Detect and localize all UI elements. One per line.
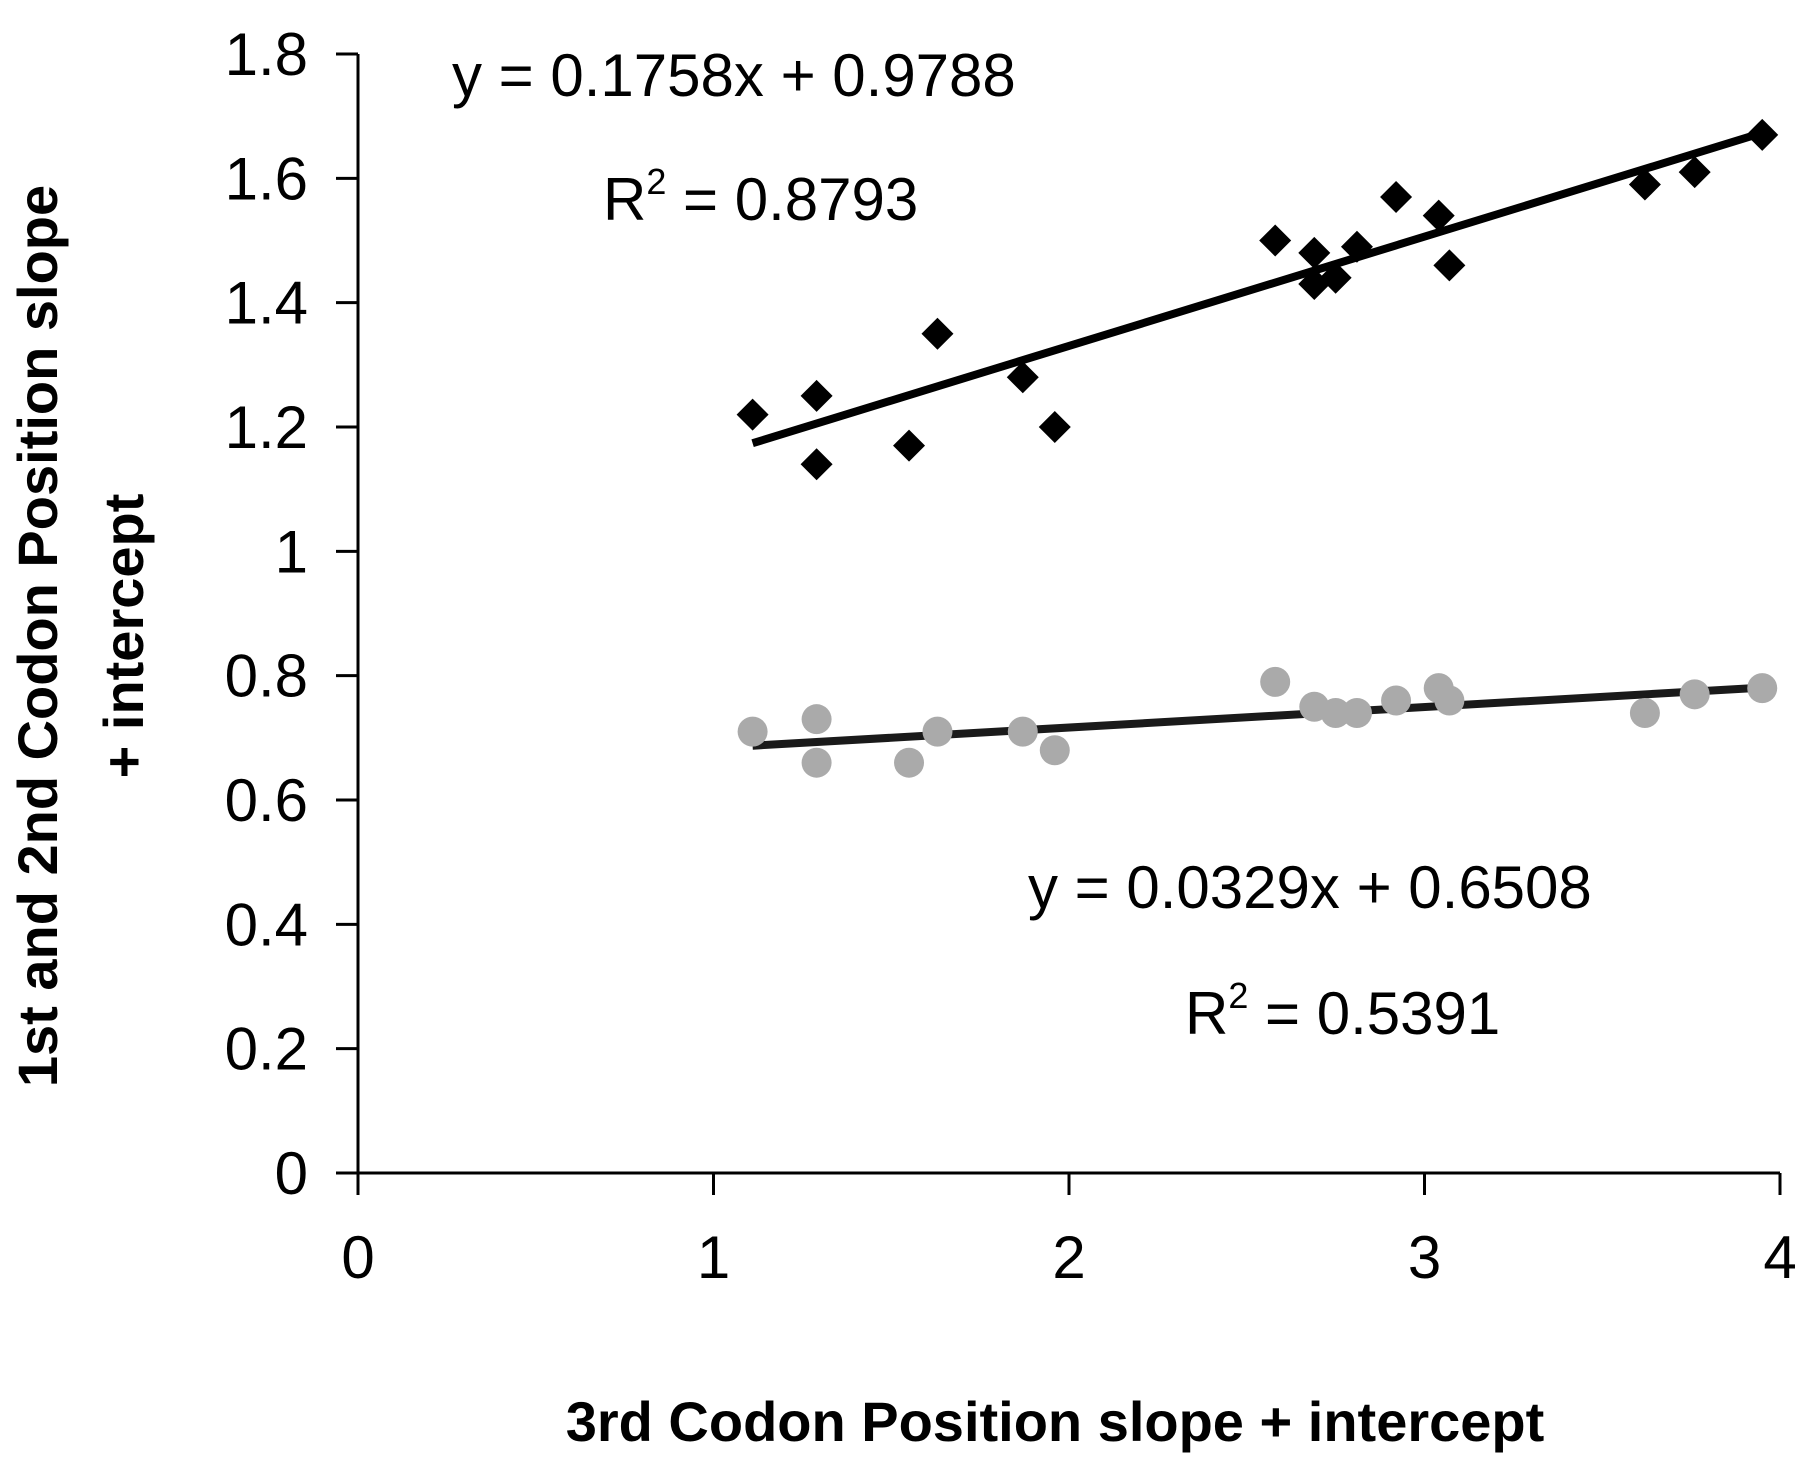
circle-point — [1260, 666, 1291, 697]
axes — [336, 52, 1782, 1195]
circle-point — [1039, 735, 1070, 766]
diamond-point — [1628, 168, 1661, 201]
trendline-series-1 — [751, 128, 1764, 448]
x-tick-label: 4 — [1763, 1224, 1796, 1291]
series-1-r-squared: R2 = 0.8793 — [603, 161, 918, 233]
diamond-point — [893, 429, 926, 462]
series-1-r-squared-value: = 0.8793 — [666, 166, 918, 233]
diamond-point — [1678, 156, 1711, 189]
tick-labels: 0 0.2 0.4 0.6 0.8 1 1.2 1.4 1.6 1.8 0 1 2 3 4 — [225, 21, 1797, 1291]
circle-point — [737, 716, 768, 747]
circle-point — [1007, 716, 1038, 747]
x-tick-label: 2 — [1052, 1224, 1085, 1291]
diamond-point — [1433, 249, 1466, 282]
diamond-point — [1422, 199, 1455, 232]
y-tick-label: 0 — [275, 1140, 308, 1207]
circle-point — [1320, 697, 1351, 728]
y-tick-label: 0.6 — [225, 767, 308, 834]
diamond-point — [800, 379, 833, 412]
diamond-point — [1319, 261, 1352, 294]
diamond-point — [1746, 118, 1779, 151]
y-tick-label: 1.8 — [225, 21, 308, 88]
x-tick-label: 0 — [341, 1224, 374, 1291]
series-2-r-squared: R2 = 0.5391 — [1185, 975, 1500, 1047]
y-axis-title-line-2: + intercept — [92, 494, 155, 779]
circle-point — [1679, 679, 1710, 710]
trendline-series-2 — [752, 683, 1763, 750]
y-tick-label: 0.4 — [225, 891, 308, 958]
diamond-point — [1259, 224, 1292, 257]
series-1-equation: y = 0.1758x + 0.9788 — [452, 42, 1016, 109]
circle-point — [894, 747, 925, 778]
diamond-point — [800, 448, 833, 481]
data-points — [736, 118, 1779, 778]
x-tick-label: 3 — [1408, 1224, 1441, 1291]
circle-point — [1341, 697, 1372, 728]
x-tick-label: 1 — [697, 1224, 730, 1291]
circle-point — [1434, 685, 1465, 716]
y-tick-label: 1.6 — [225, 145, 308, 212]
circle-point — [801, 704, 832, 735]
diamond-point — [1340, 230, 1373, 263]
y-tick-label: 0.8 — [225, 643, 308, 710]
diamond-point — [736, 398, 769, 431]
diamond-point — [1380, 180, 1413, 213]
circle-point — [1381, 685, 1412, 716]
y-tick-label: 1 — [275, 518, 308, 585]
x-axis-title: 3rd Codon Position slope + intercept — [566, 1390, 1545, 1453]
circle-point — [1629, 697, 1660, 728]
y-tick-label: 0.2 — [225, 1016, 308, 1083]
circle-point — [801, 747, 832, 778]
y-axis-title-line-1: 1st and 2nd Codon Position slope — [6, 185, 69, 1087]
diamond-point — [1006, 361, 1039, 394]
series-2-r-squared-value: = 0.5391 — [1248, 980, 1500, 1047]
trendlines — [751, 128, 1764, 750]
diamond-point — [1298, 236, 1331, 269]
circle-point — [922, 716, 953, 747]
diamond-point — [921, 317, 954, 350]
diamond-point — [1038, 411, 1071, 443]
series-2-equation: y = 0.0329x + 0.6508 — [1028, 854, 1592, 921]
circle-point — [1747, 673, 1778, 704]
y-tick-label: 1.4 — [225, 270, 308, 337]
y-tick-label: 1.2 — [225, 394, 308, 461]
